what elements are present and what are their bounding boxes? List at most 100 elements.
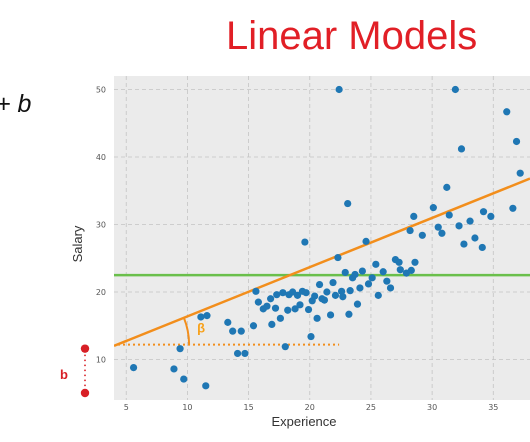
data-point (304, 305, 313, 314)
data-point (170, 365, 178, 373)
data-point (457, 145, 466, 153)
data-point (351, 270, 359, 279)
data-point (344, 199, 352, 208)
data-point (339, 293, 347, 301)
data-point (503, 108, 511, 116)
data-point (410, 212, 418, 220)
data-point (356, 284, 364, 292)
data-point (252, 287, 260, 295)
data-point (455, 222, 463, 230)
y-tick-label: 50 (96, 86, 106, 95)
data-point (471, 234, 479, 242)
data-point (362, 237, 370, 245)
data-point (434, 223, 442, 231)
data-point (271, 304, 280, 312)
data-point (411, 258, 419, 266)
data-point (487, 212, 495, 220)
data-point (460, 240, 468, 248)
data-point (203, 312, 211, 320)
slide-title: Linear Models (226, 14, 478, 58)
data-point (313, 314, 321, 322)
intercept-marker-top (80, 344, 90, 353)
data-point (345, 310, 353, 318)
y-tick-label: 40 (96, 153, 106, 162)
data-point (129, 364, 138, 372)
data-point (429, 204, 437, 212)
data-point (224, 318, 232, 326)
data-point (307, 332, 315, 341)
data-point (346, 287, 354, 295)
data-point (379, 268, 387, 276)
data-point (418, 231, 426, 239)
data-point (364, 280, 373, 288)
data-point (509, 204, 517, 212)
data-point (293, 291, 302, 299)
data-point (311, 292, 319, 300)
data-point (249, 322, 258, 330)
data-point (368, 274, 376, 282)
data-point (372, 260, 380, 268)
data-point (315, 280, 324, 289)
data-point (358, 267, 366, 275)
y-tick-label: 30 (96, 221, 106, 230)
x-axis-label: Experience (271, 414, 336, 429)
data-point (445, 211, 453, 219)
data-point (254, 298, 262, 306)
data-point (268, 320, 276, 328)
data-point (273, 291, 281, 299)
data-point (276, 314, 284, 322)
y-axis-label: Salary (70, 225, 85, 262)
data-point (202, 382, 210, 390)
data-point (353, 300, 362, 308)
data-point (478, 243, 486, 252)
data-point (237, 327, 245, 335)
data-point (281, 343, 289, 351)
plot-area (114, 76, 530, 400)
data-point (176, 345, 184, 353)
data-point (383, 277, 391, 285)
intercept-label: b (60, 367, 68, 382)
x-tick-label: 20 (305, 403, 315, 412)
equation-fragment: + b (0, 90, 32, 118)
data-point (180, 375, 188, 383)
x-tick-label: 10 (182, 403, 192, 412)
data-point (451, 85, 459, 94)
regression-line (114, 177, 530, 348)
data-point (326, 311, 335, 319)
data-point (407, 266, 415, 274)
data-point (406, 226, 414, 235)
data-point (466, 217, 474, 225)
data-point (337, 287, 346, 295)
data-point (331, 291, 340, 299)
data-point (301, 238, 309, 246)
data-point (335, 85, 343, 94)
x-tick-label: 30 (427, 403, 437, 412)
data-point (302, 289, 310, 297)
tick-labels: 5 10 15 20 25 30 35 10 20 30 40 50 (96, 86, 499, 413)
data-point (386, 284, 395, 292)
data-point (395, 258, 403, 266)
data-point (197, 313, 205, 321)
data-point (334, 253, 342, 262)
data-point (443, 183, 451, 191)
x-tick-label: 5 (124, 403, 129, 412)
data-point (341, 268, 349, 277)
beta-label: β (197, 321, 205, 336)
data-point (320, 296, 329, 304)
data-point (233, 349, 242, 358)
data-point (329, 278, 337, 287)
data-point (396, 266, 404, 274)
data-point (241, 349, 249, 358)
x-tick-label: 25 (366, 403, 376, 412)
data-point (284, 306, 292, 314)
intercept-marker-bottom (80, 388, 90, 398)
y-tick-label: 20 (96, 288, 106, 297)
data-point (263, 302, 271, 310)
data-point (438, 229, 446, 237)
x-tick-label: 15 (243, 403, 253, 412)
x-tick-label: 35 (488, 403, 498, 412)
beta-angle-arc (182, 317, 191, 345)
y-tick-label: 10 (96, 356, 106, 365)
data-point (374, 291, 382, 299)
data-point (323, 288, 331, 296)
